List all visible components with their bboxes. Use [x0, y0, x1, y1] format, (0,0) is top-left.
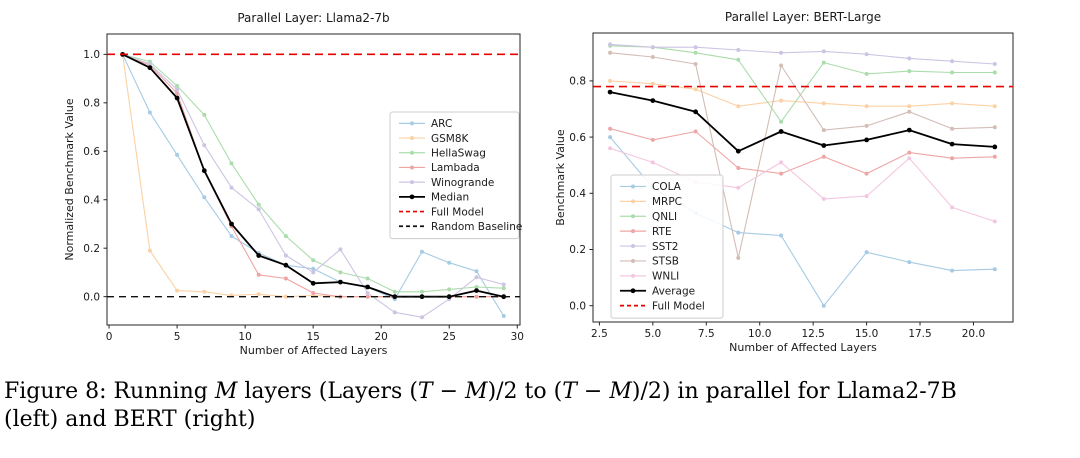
caption-segment: Figure 8: Running [4, 379, 215, 404]
x-tick-label: 5 [174, 331, 181, 343]
legend-label: QNLI [652, 211, 677, 223]
legend-label: ARC [431, 118, 452, 130]
x-axis-label: Number of Affected Layers [240, 344, 388, 357]
caption-segment: (left) and BERT (right) [4, 407, 256, 433]
x-axis-label: Number of Affected Layers [729, 341, 877, 354]
plot-frame [592, 32, 1014, 323]
caption-segment: )/2 to ( [487, 379, 563, 404]
legend-label: Random Baseline [431, 221, 522, 233]
y-tick-label: 0.6 [83, 146, 100, 158]
y-tick-label: 0.6 [569, 132, 586, 144]
legend-label: Median [431, 192, 469, 204]
caption-segment: T [417, 379, 433, 404]
caption-segment: T [562, 379, 577, 404]
x-tick-label: 10.0 [748, 328, 771, 340]
caption-segment: M [465, 379, 488, 404]
x-tick-label: 5.0 [644, 328, 661, 340]
x-tick-label: 25 [443, 331, 456, 343]
series-RTE [608, 126, 997, 176]
y-axis-label: Normalized Benchmark Value [63, 98, 76, 260]
series-Average [607, 89, 998, 154]
charts-svg: 0 5 10 15 20 25 30 0.0 0.2 0.4 0.6 0.8 1.0 Parallel L… [63, 10, 1014, 357]
caption-segment: M [609, 379, 632, 404]
y-tick-label: 0.0 [569, 300, 586, 312]
caption-segment: − [432, 379, 466, 404]
legend-label: GSM8K [431, 133, 470, 145]
legend-label: WNLI [652, 271, 679, 283]
axis-ticks: 2.5 5.0 7.5 10.0 12.5 15.0 17.5 20.0 0.0 0.2 0.4 0.… [569, 76, 985, 340]
legend: ARC GSM8K HellaSwag Lambada Winogrande Median… [389, 111, 522, 240]
legend-label: Average [652, 285, 695, 297]
x-tick-label: 17.5 [908, 328, 931, 340]
y-tick-label: 0.4 [569, 188, 586, 200]
series-SST2 [608, 42, 997, 66]
x-tick-label: 20.0 [962, 328, 985, 340]
x-tick-label: 10 [238, 331, 251, 343]
series-Median [120, 52, 507, 300]
x-tick-label: 15 [306, 331, 319, 343]
y-tick-label: 0.2 [569, 244, 586, 256]
y-tick-label: 0.4 [83, 194, 100, 206]
legend-label: Winogrande [431, 177, 494, 189]
y-axis-label: Benchmark Value [554, 129, 567, 226]
x-tick-label: 12.5 [801, 328, 824, 340]
caption-segment: − [576, 379, 610, 404]
x-tick-label: 20 [375, 331, 388, 343]
figure-charts: 0 5 10 15 20 25 30 0.0 0.2 0.4 0.6 0.8 1.0 Parallel L… [63, 10, 1014, 357]
x-tick-label: 15.0 [855, 328, 878, 340]
axis-ticks: 0 5 10 15 20 25 30 0.0 0.2 0.4 0.6 0.8 1.0 [83, 49, 524, 343]
legend-label: STSB [652, 256, 679, 268]
x-tick-label: 7.5 [698, 328, 715, 340]
legend-label: HellaSwag [431, 147, 486, 159]
legend: COLA MRPC QNLI RTE SST2 STSB WNLI Average Full M… [610, 174, 724, 319]
chart-title: Parallel Layer: BERT-Large [725, 10, 881, 24]
legend-label: Lambada [431, 162, 480, 174]
y-tick-label: 0.0 [83, 291, 100, 303]
legend-label: RTE [652, 226, 672, 238]
legend-label: Full Model [652, 300, 705, 312]
caption-segment: )/2) in parallel for Llama2-7B [631, 379, 957, 404]
chart-title: Parallel Layer: Llama2-7b [237, 11, 389, 25]
caption-segment: M [214, 379, 238, 404]
legend-label: MRPC [652, 196, 682, 208]
y-tick-label: 0.8 [569, 76, 586, 88]
x-tick-label: 2.5 [591, 328, 608, 340]
bert-large-chart: 2.5 5.0 7.5 10.0 12.5 15.0 17.5 20.0 0.0 0.2 0.4 0.… [554, 10, 1014, 354]
legend-label: Full Model [431, 206, 484, 218]
x-tick-label: 30 [511, 331, 524, 343]
series-QNLI [608, 43, 997, 124]
x-tick-label: 0 [106, 331, 113, 343]
llama2-7b-chart: 0 5 10 15 20 25 30 0.0 0.2 0.4 0.6 0.8 1.0 Parallel L… [63, 11, 524, 357]
caption-segment: layers (Layers ( [237, 379, 418, 404]
y-tick-label: 1.0 [83, 49, 100, 61]
series-STSB [608, 50, 997, 260]
y-tick-label: 0.2 [83, 243, 100, 255]
y-tick-label: 0.8 [83, 98, 100, 110]
legend-label: SST2 [652, 241, 678, 253]
legend-label: COLA [652, 181, 682, 193]
figure-caption: Figure 8: Running M layers (Layers (T − … [4, 378, 1076, 434]
